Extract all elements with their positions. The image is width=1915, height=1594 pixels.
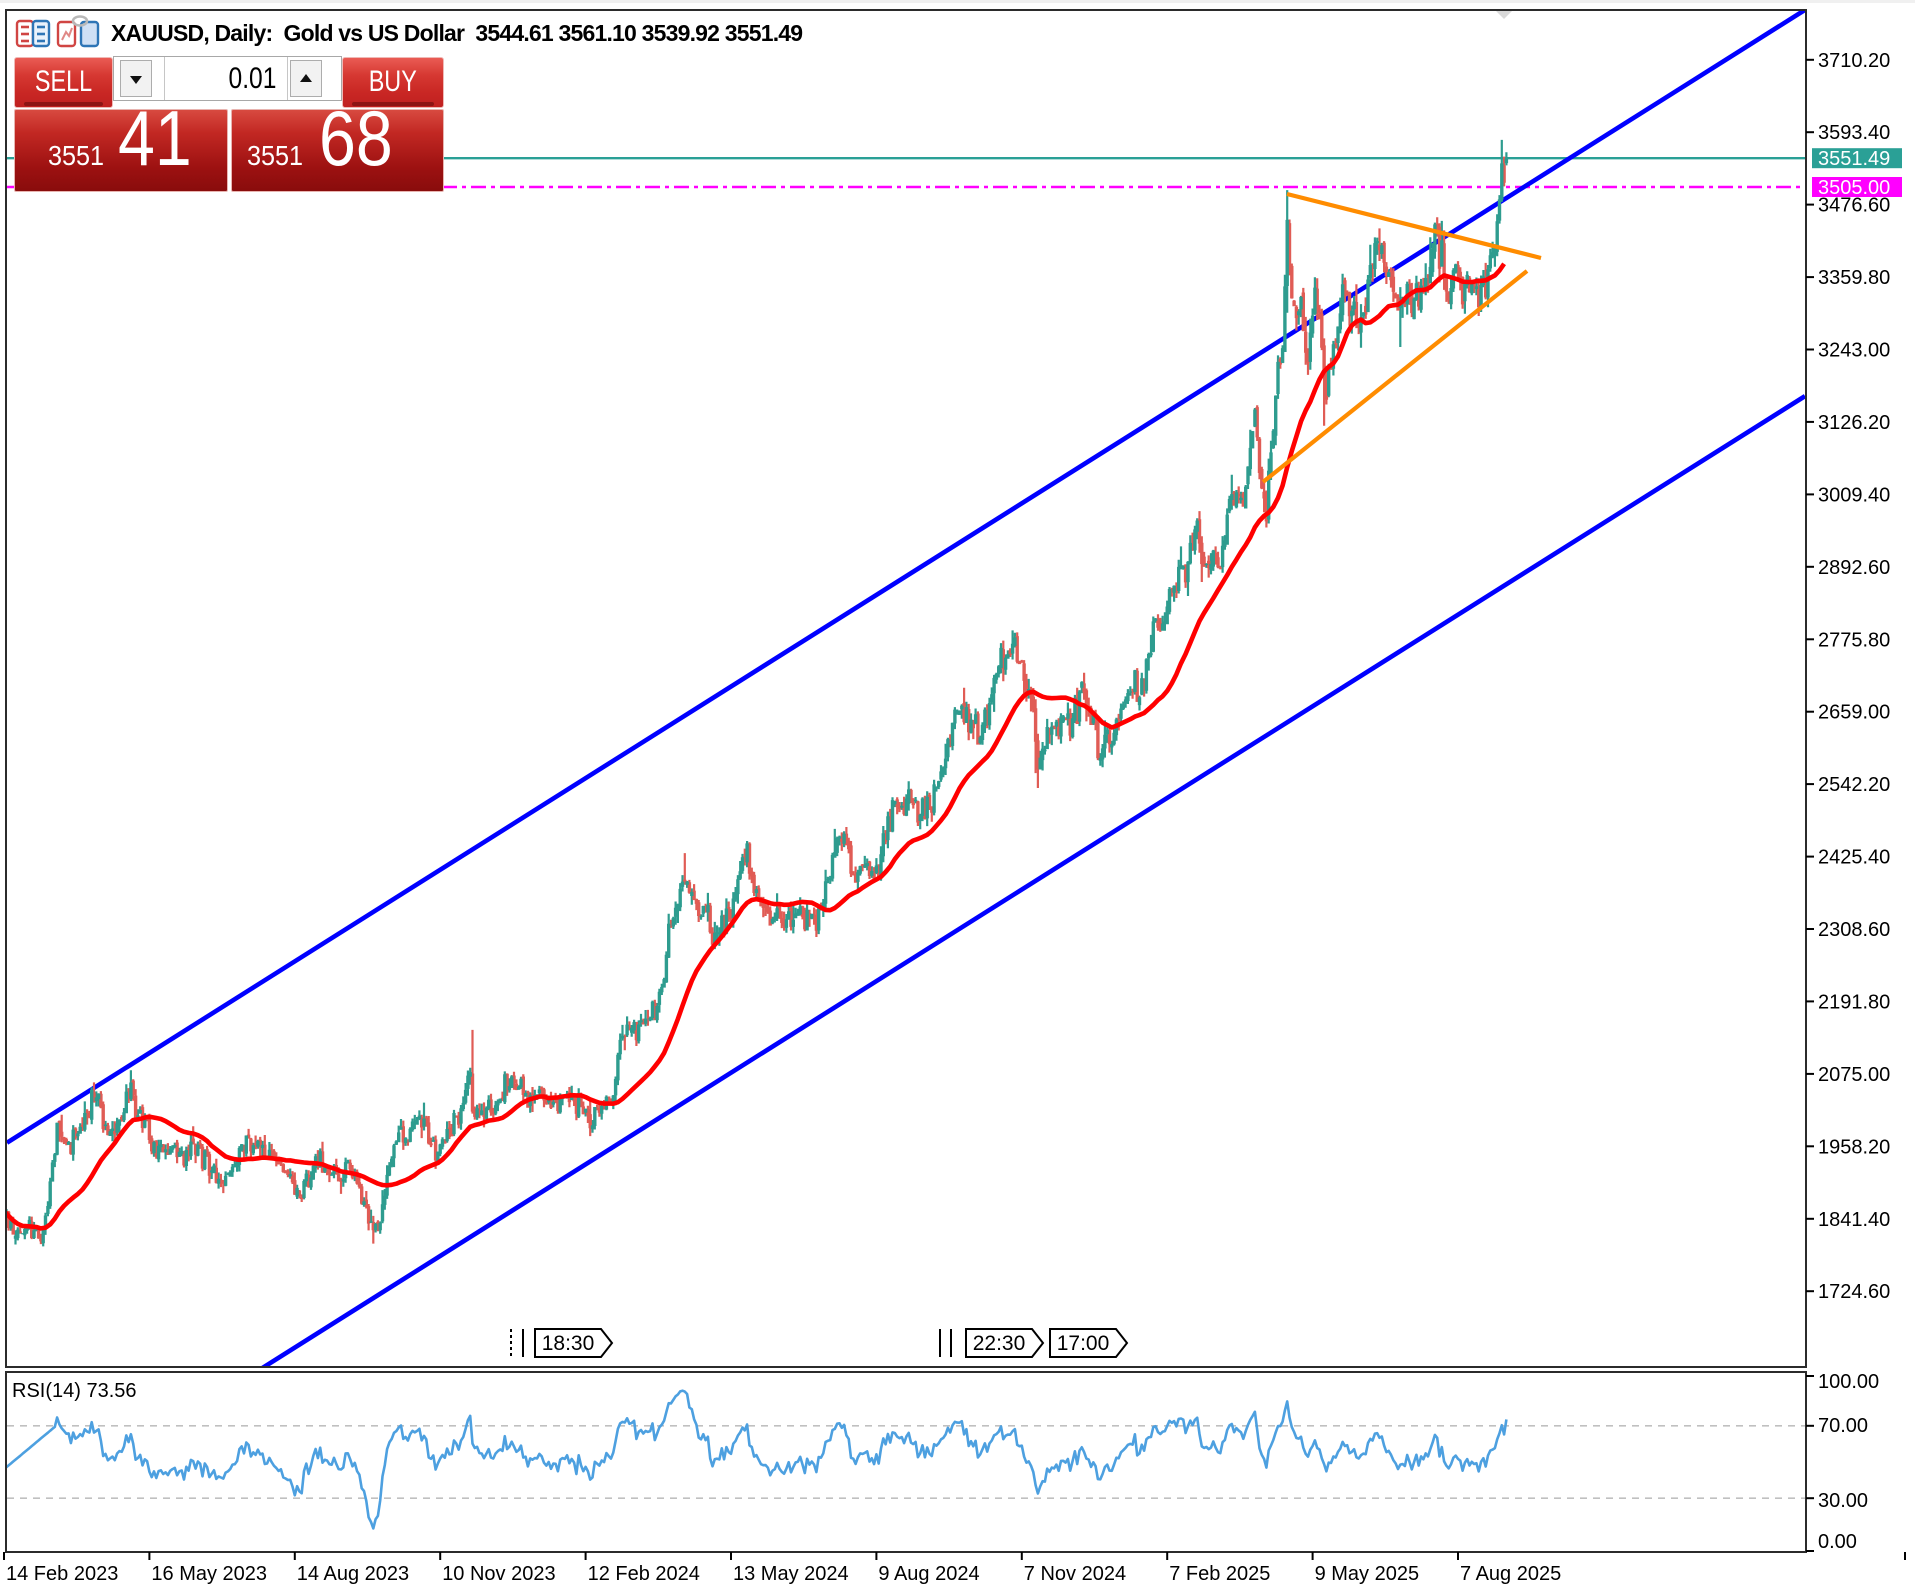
svg-text:100.00: 100.00 (1818, 1371, 1879, 1393)
svg-text:2659.00: 2659.00 (1818, 702, 1890, 724)
svg-text:30.00: 30.00 (1818, 1490, 1868, 1512)
svg-text:3505.00: 3505.00 (1818, 177, 1890, 199)
svg-text:9 May 2025: 9 May 2025 (1315, 1563, 1420, 1585)
svg-text:3476.60: 3476.60 (1818, 195, 1890, 217)
svg-text:22:30: 22:30 (973, 1332, 1026, 1355)
svg-text:2542.20: 2542.20 (1818, 774, 1890, 796)
svg-text:3551.49: 3551.49 (1818, 148, 1890, 170)
svg-text:1841.40: 1841.40 (1818, 1209, 1890, 1231)
svg-text:10 Nov 2023: 10 Nov 2023 (442, 1563, 555, 1585)
svg-text:3243.00: 3243.00 (1818, 340, 1890, 362)
svg-text:RSI(14) 73.56: RSI(14) 73.56 (12, 1380, 137, 1402)
svg-text:7 Aug 2025: 7 Aug 2025 (1460, 1563, 1561, 1585)
svg-text:XAUUSD, Daily: Gold vs US Dol: XAUUSD, Daily: Gold vs US Dollar 3544.61… (111, 20, 802, 46)
svg-text:3009.40: 3009.40 (1818, 484, 1890, 506)
svg-text:12 Feb 2024: 12 Feb 2024 (588, 1563, 700, 1585)
svg-text:14 Aug 2023: 14 Aug 2023 (297, 1563, 409, 1585)
svg-text:3710.20: 3710.20 (1818, 50, 1890, 72)
svg-text:1958.20: 1958.20 (1818, 1136, 1890, 1158)
svg-text:7 Nov 2024: 7 Nov 2024 (1024, 1563, 1126, 1585)
svg-text:2191.80: 2191.80 (1818, 991, 1890, 1013)
svg-text:13 May 2024: 13 May 2024 (733, 1563, 849, 1585)
svg-text:2425.40: 2425.40 (1818, 847, 1890, 869)
svg-text:17:00: 17:00 (1057, 1332, 1110, 1355)
svg-text:3359.80: 3359.80 (1818, 267, 1890, 289)
svg-text:18:30: 18:30 (542, 1332, 595, 1355)
svg-text:2775.80: 2775.80 (1818, 629, 1890, 651)
svg-text:16 May 2023: 16 May 2023 (151, 1563, 267, 1585)
svg-text:7 Feb 2025: 7 Feb 2025 (1169, 1563, 1270, 1585)
svg-text:70.00: 70.00 (1818, 1415, 1868, 1437)
svg-text:1724.60: 1724.60 (1818, 1281, 1890, 1303)
svg-text:2892.60: 2892.60 (1818, 557, 1890, 579)
svg-text:3126.20: 3126.20 (1818, 412, 1890, 434)
svg-text:14 Feb 2023: 14 Feb 2023 (6, 1563, 118, 1585)
svg-text:2308.60: 2308.60 (1818, 919, 1890, 941)
svg-text:0.00: 0.00 (1818, 1531, 1857, 1553)
svg-text:3593.40: 3593.40 (1818, 122, 1890, 144)
svg-text:9 Aug 2024: 9 Aug 2024 (878, 1563, 979, 1585)
svg-text:2075.00: 2075.00 (1818, 1064, 1890, 1086)
